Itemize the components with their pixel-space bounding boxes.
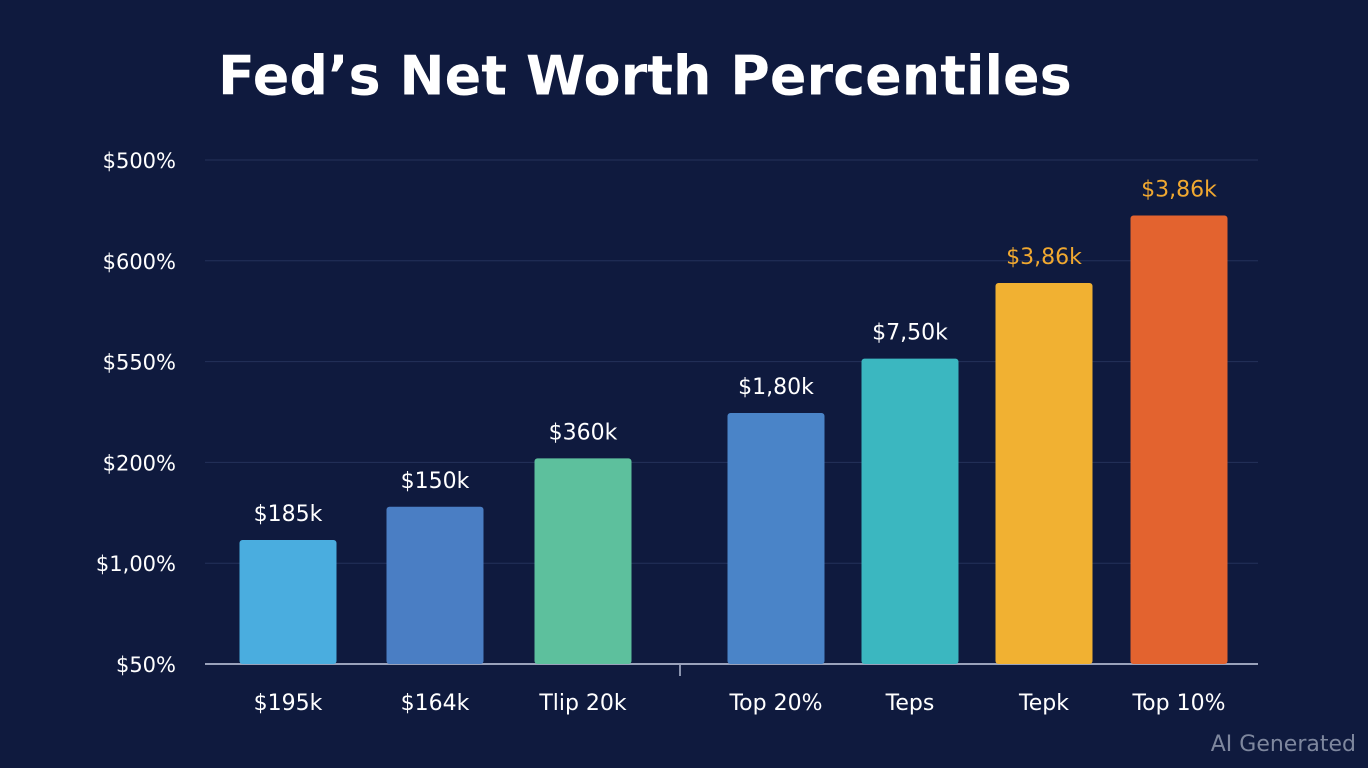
y-tick-label: $50% [116, 653, 176, 677]
y-tick-label: $550% [103, 351, 176, 375]
y-tick-label: $200% [103, 451, 176, 475]
value-label: $7,50k [872, 321, 948, 346]
bar [386, 506, 484, 664]
value-label: $1,80k [738, 375, 814, 400]
value-label: $360k [549, 420, 618, 445]
bar [1130, 215, 1228, 664]
y-tick-label: $1,00% [96, 552, 176, 576]
x-tick-label: Tepk [1018, 691, 1069, 716]
y-tick-label: $600% [103, 250, 176, 274]
chart-title: Fed’s Net Worth Percentiles [218, 45, 1072, 108]
watermark: AI Generated [1211, 732, 1356, 757]
x-tick-label: $195k [254, 691, 323, 716]
value-label: $150k [401, 469, 470, 494]
x-tick-label: Tlip 20k [538, 691, 627, 716]
value-label: $3,86k [1141, 177, 1217, 202]
x-tick-label: Top 10% [1131, 691, 1225, 716]
bar [534, 458, 632, 664]
bar [995, 282, 1093, 664]
value-label: $3,86k [1006, 245, 1082, 270]
value-label: $185k [254, 502, 323, 527]
x-tick-label: Teps [885, 691, 935, 716]
bar [727, 413, 825, 664]
y-tick-label: $500% [103, 149, 176, 173]
bar [861, 358, 959, 664]
bar [239, 540, 337, 664]
x-tick-label: $164k [401, 691, 470, 716]
x-tick-label: Top 20% [728, 691, 822, 716]
